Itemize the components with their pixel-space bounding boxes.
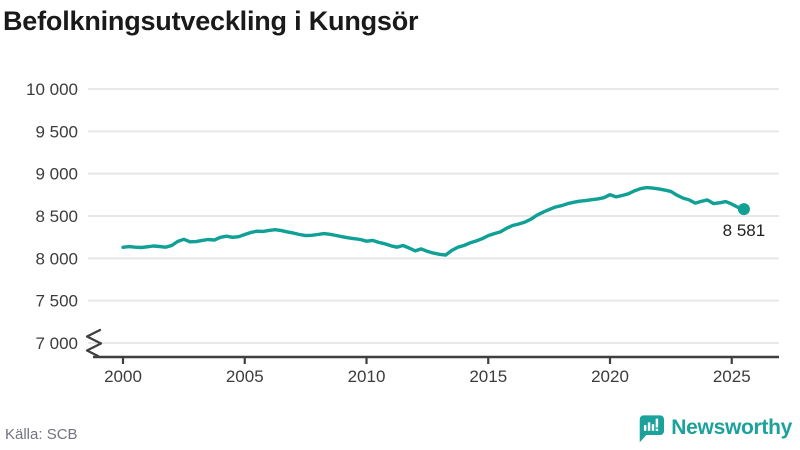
x-tick-label: 2020: [591, 367, 629, 386]
population-series: 8 581: [121, 185, 766, 257]
x-axis: 2000 2005 2010 2015 2020 2025: [93, 355, 779, 386]
gridlines: [88, 88, 779, 344]
y-tick-label: 9 500: [35, 122, 78, 141]
y-tick-label: 7 500: [35, 292, 78, 311]
x-tick-label: 2010: [348, 367, 386, 386]
newsworthy-logo-icon: [640, 415, 665, 443]
y-tick-label: 7 000: [35, 334, 78, 353]
x-tick-label: 2000: [104, 367, 142, 386]
y-tick-label: 10 000: [26, 80, 78, 99]
newsworthy-logo-text: Newsworthy: [671, 415, 792, 439]
chart-title: Befolkningsutveckling i Kungsör: [3, 6, 419, 36]
source-label: Källa: SCB: [5, 426, 78, 443]
y-tick-label: 8 500: [35, 207, 78, 226]
latest-value-dot: [737, 203, 750, 216]
x-tick-label: 2005: [226, 367, 264, 386]
population-line: [121, 185, 746, 257]
y-axis-labels: 7 000 7 500 8 000 8 500 9 000 9 500 10 000: [26, 80, 78, 353]
y-tick-label: 8 000: [35, 249, 78, 268]
x-tick-label: 2025: [713, 367, 751, 386]
y-tick-label: 9 000: [35, 165, 78, 184]
axis-break-icon: [85, 328, 103, 358]
x-tick-label: 2015: [469, 367, 507, 386]
latest-value-label: 8 581: [723, 221, 766, 240]
newsworthy-logo[interactable]: Newsworthy: [636, 411, 792, 444]
